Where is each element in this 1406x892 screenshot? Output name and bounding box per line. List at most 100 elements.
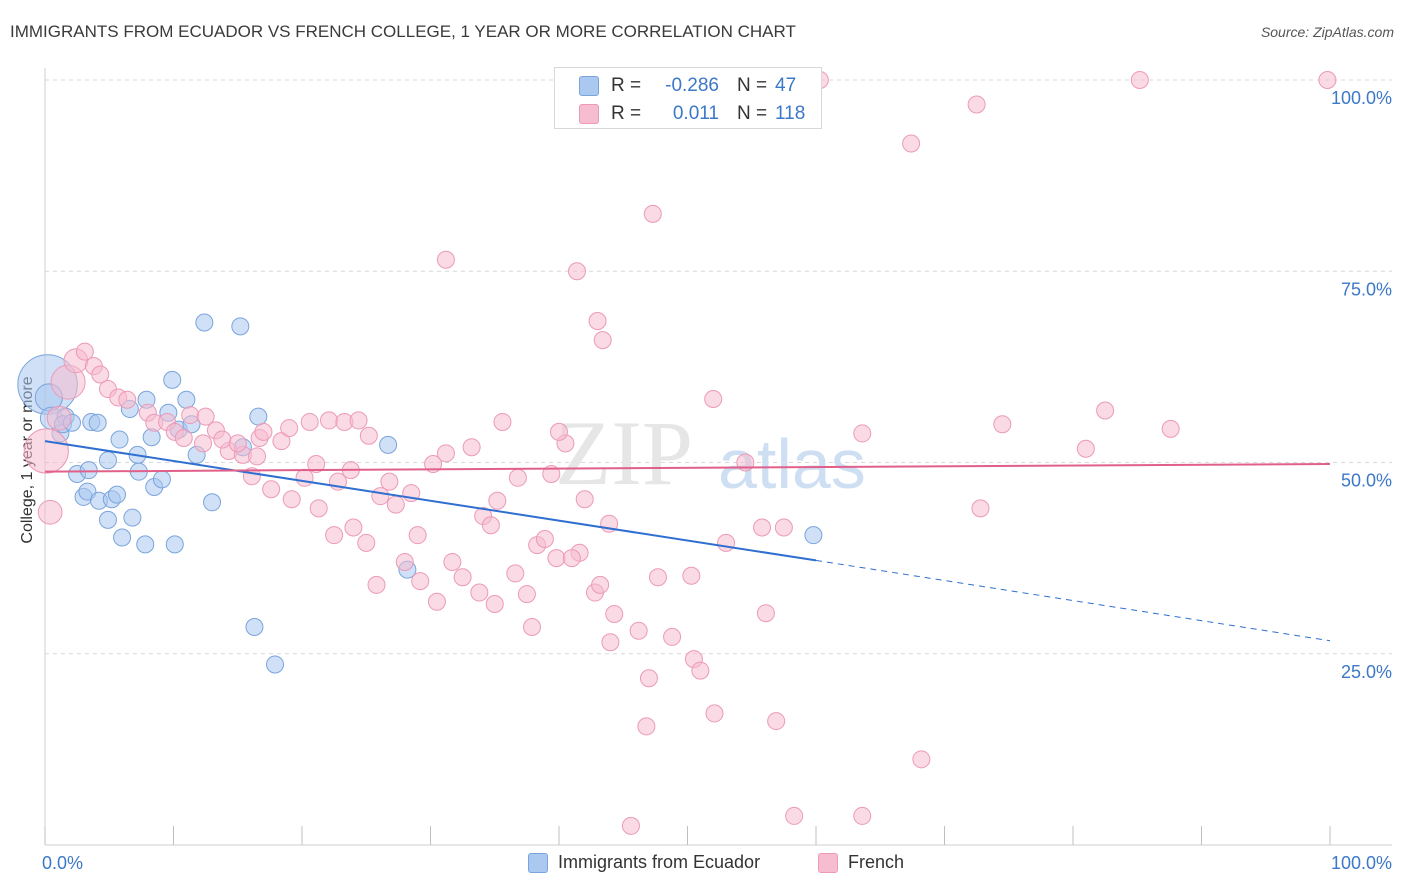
legend-r-value: -0.286 <box>665 75 719 96</box>
legend-swatch-french <box>579 104 599 124</box>
french-point <box>46 405 72 431</box>
series-legend: Immigrants from Ecuador French <box>0 852 1406 878</box>
french-point <box>588 311 607 330</box>
french-point <box>228 434 247 453</box>
french-point <box>605 604 624 623</box>
french-point <box>785 806 804 825</box>
ecuador-point <box>98 451 117 470</box>
french-point <box>282 490 301 509</box>
ecuador-point <box>203 493 222 512</box>
french-point <box>753 518 772 537</box>
ecuador-point <box>379 435 398 454</box>
ecuador-point <box>165 535 184 554</box>
legend-swatch-french <box>818 852 838 873</box>
french-point <box>462 438 481 457</box>
french-point <box>1130 71 1149 89</box>
french-point <box>648 568 667 587</box>
french-point <box>637 717 656 736</box>
french-point <box>550 422 568 441</box>
ecuador-point <box>113 528 132 547</box>
ecuador-point <box>266 655 285 674</box>
french-point <box>23 428 69 474</box>
french-point <box>349 411 368 430</box>
french-point <box>523 617 542 636</box>
french-point <box>309 499 328 518</box>
ecuador-trend-extension <box>815 559 1331 642</box>
french-point <box>37 499 63 525</box>
french-point <box>506 564 525 583</box>
french-point <box>1318 71 1337 89</box>
y-tick-label: 50.0% <box>1341 471 1392 491</box>
french-point <box>174 429 193 448</box>
legend-label-french: French <box>848 852 905 872</box>
french-point <box>280 419 299 438</box>
series-french-points <box>23 71 1337 835</box>
trend-lines <box>44 440 1331 642</box>
french-point <box>993 415 1012 434</box>
y-tick-label: 75.0% <box>1341 279 1392 299</box>
french-point <box>408 526 427 545</box>
french-point <box>118 390 137 409</box>
french-point <box>663 627 682 646</box>
ecuador-point <box>98 510 117 529</box>
legend-r-label: R = <box>611 75 642 96</box>
french-point <box>1096 401 1115 420</box>
legend-n-value: 47 <box>775 75 797 96</box>
ecuador-point <box>110 430 129 449</box>
french-point <box>1076 439 1095 458</box>
french-point <box>470 583 489 602</box>
french-point <box>542 464 561 483</box>
french-point <box>774 518 793 537</box>
french-point <box>493 412 512 431</box>
ecuador-point <box>249 407 268 426</box>
legend-r-value: 0.011 <box>672 103 719 124</box>
french-point <box>262 480 281 499</box>
french-point <box>181 406 200 425</box>
french-point <box>691 661 710 680</box>
french-point <box>535 530 554 548</box>
legend-label-ecuador: Immigrants from Ecuador <box>558 852 761 872</box>
ecuador-point <box>152 470 171 489</box>
french-point <box>307 455 326 474</box>
legend-row-ecuador: R = -0.286 N = 47 <box>555 73 796 99</box>
french-point <box>629 621 648 640</box>
legend-item-french[interactable]: French <box>818 852 904 873</box>
legend-r-label: R = <box>611 103 642 124</box>
legend-n-value: 118 <box>775 103 806 124</box>
french-point <box>300 412 319 431</box>
french-point <box>436 250 455 269</box>
ecuador-point <box>804 526 823 545</box>
french-point <box>488 491 507 510</box>
french-point <box>380 472 399 491</box>
french-point <box>508 468 527 487</box>
french-point <box>517 585 536 604</box>
french-point <box>704 390 723 409</box>
french-point <box>194 434 213 453</box>
french-point <box>767 712 786 731</box>
watermark-zip: ZIP <box>555 402 693 504</box>
legend-row-french: R = 0.011 N = 118 <box>555 101 805 127</box>
legend-n-label: N = <box>737 75 768 96</box>
french-point <box>575 490 594 509</box>
french-point <box>593 331 612 350</box>
french-trend-line <box>44 463 1331 473</box>
french-point <box>213 430 232 449</box>
french-point <box>853 806 872 825</box>
french-point <box>443 552 462 571</box>
french-point <box>485 595 504 614</box>
french-point <box>248 447 267 466</box>
french-point <box>319 411 338 430</box>
french-point <box>411 572 430 591</box>
french-point <box>424 455 443 474</box>
tick-labels: 100.0% 75.0% 50.0% 25.0% 0.0% 100.0% <box>42 88 1392 873</box>
french-point <box>359 426 378 445</box>
french-point <box>853 424 872 443</box>
french-point <box>254 422 273 441</box>
french-point <box>717 533 736 552</box>
ecuador-point <box>79 461 98 480</box>
french-point <box>705 704 724 723</box>
ecuador-point <box>136 535 155 554</box>
watermark: ZIP atlas <box>555 402 866 504</box>
legend-item-ecuador[interactable]: Immigrants from Ecuador <box>528 852 760 873</box>
